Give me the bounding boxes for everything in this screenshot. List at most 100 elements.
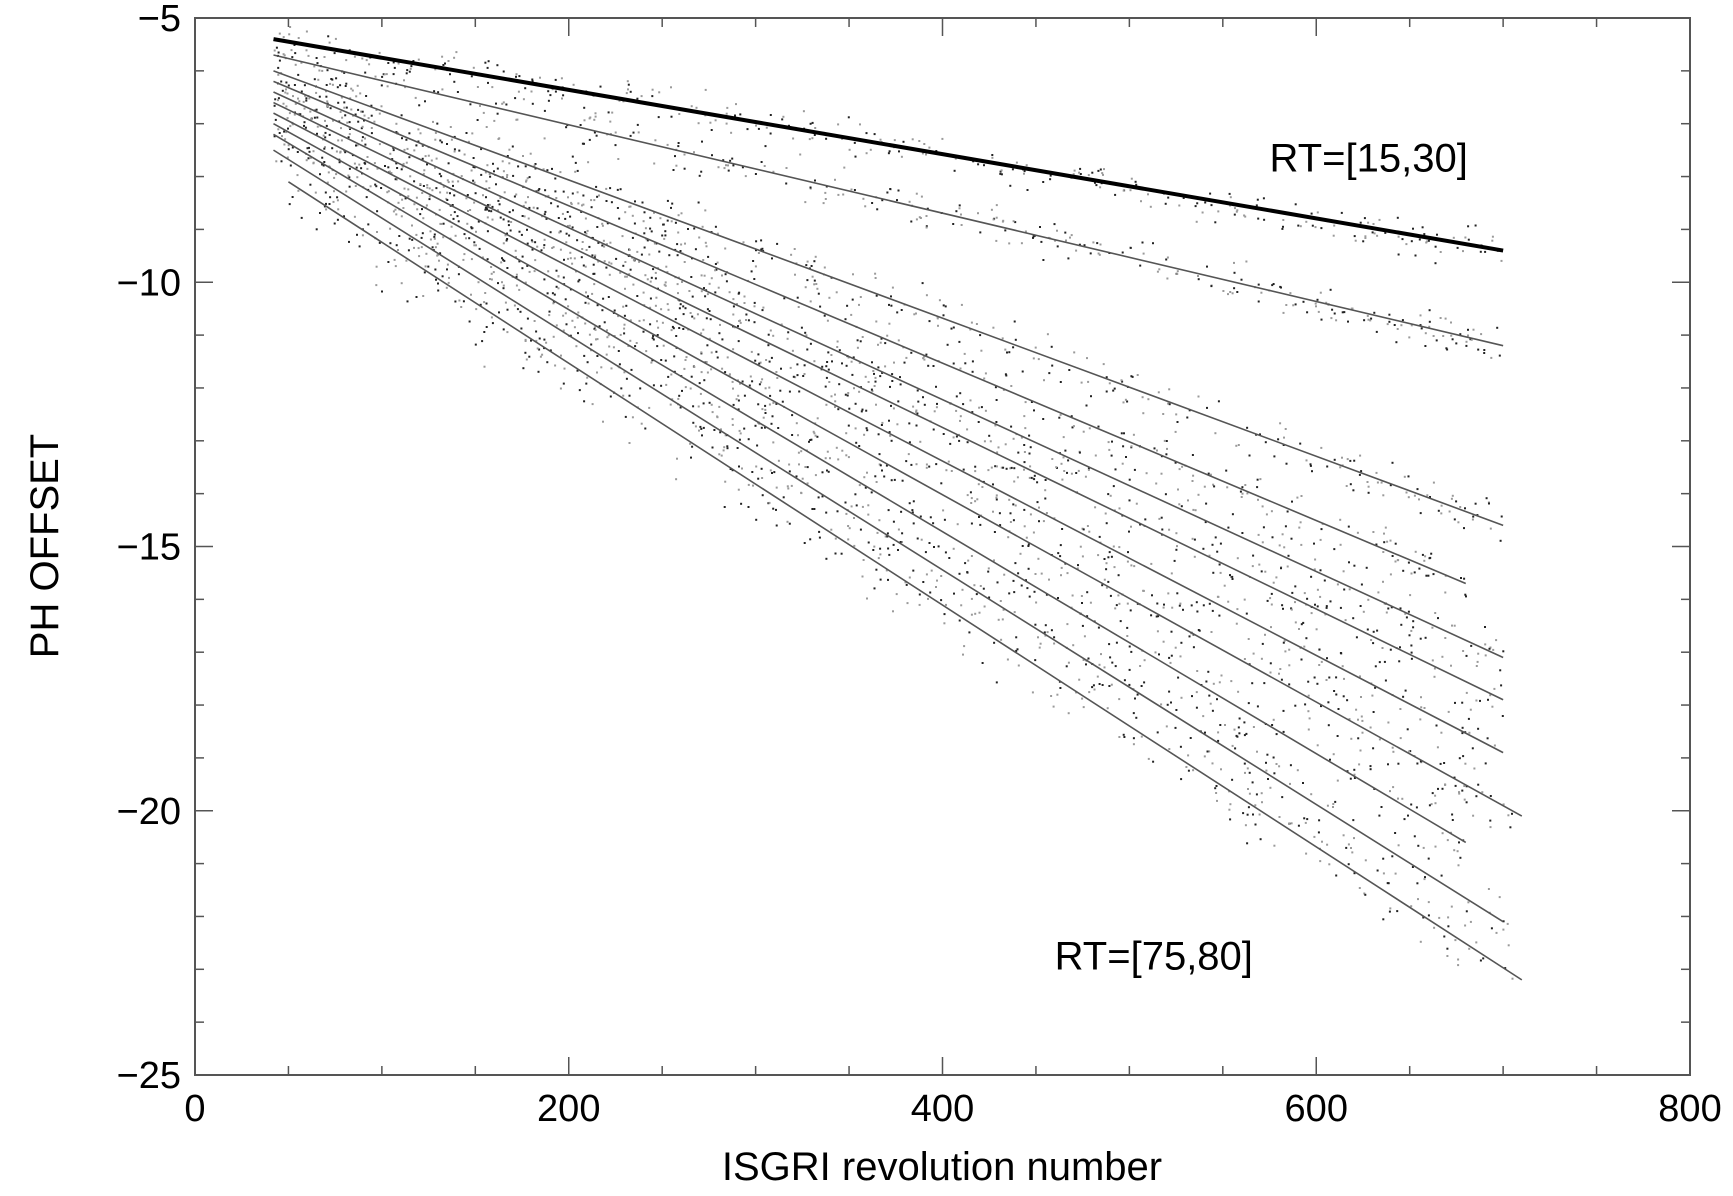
- data-point: [552, 246, 555, 249]
- data-point: [466, 194, 469, 196]
- data-point: [1156, 731, 1159, 734]
- data-point: [297, 97, 299, 100]
- data-point: [1003, 573, 1006, 576]
- data-point: [1059, 687, 1062, 689]
- data-point: [1211, 762, 1214, 765]
- data-point: [565, 126, 568, 129]
- data-point: [764, 412, 767, 414]
- data-point: [277, 99, 279, 102]
- data-point: [929, 516, 932, 519]
- data-point: [772, 401, 775, 404]
- data-point: [1257, 283, 1260, 286]
- data-point: [1306, 818, 1309, 821]
- data-point: [501, 281, 503, 284]
- data-point: [300, 216, 303, 219]
- data-point: [1063, 470, 1066, 472]
- data-point: [328, 203, 331, 205]
- data-point: [1015, 636, 1018, 639]
- data-point: [1190, 604, 1193, 607]
- data-point: [1142, 589, 1145, 592]
- data-point: [1102, 173, 1104, 176]
- data-point: [853, 141, 856, 144]
- data-point: [1130, 375, 1133, 378]
- data-point: [1388, 910, 1391, 913]
- data-point: [1211, 543, 1214, 546]
- data-point: [1202, 604, 1205, 607]
- data-point: [1442, 335, 1445, 337]
- data-point: [356, 233, 358, 236]
- data-point: [315, 91, 318, 94]
- data-point: [1246, 842, 1249, 845]
- data-point: [908, 422, 911, 425]
- data-point: [621, 235, 624, 238]
- data-point: [1465, 654, 1468, 657]
- data-point: [1098, 253, 1101, 256]
- data-point: [796, 296, 799, 299]
- data-point: [1445, 347, 1448, 350]
- data-point: [623, 323, 626, 326]
- data-point: [583, 106, 586, 109]
- data-point: [595, 134, 598, 137]
- data-point: [1281, 796, 1284, 799]
- data-point: [1289, 782, 1291, 785]
- data-point: [1486, 737, 1489, 740]
- data-point: [603, 245, 606, 248]
- data-point: [730, 131, 733, 134]
- data-point: [666, 219, 669, 222]
- data-point: [716, 261, 719, 264]
- data-point: [818, 530, 821, 533]
- data-point: [1419, 637, 1422, 640]
- data-point: [1450, 334, 1453, 337]
- data-point: [361, 136, 364, 139]
- data-point: [1434, 612, 1437, 614]
- data-point: [1333, 312, 1336, 315]
- data-point: [1126, 635, 1129, 637]
- data-point: [974, 465, 977, 468]
- data-point: [698, 382, 701, 385]
- data-point: [979, 231, 982, 234]
- data-point: [897, 189, 900, 192]
- data-point: [1391, 555, 1394, 557]
- data-point: [411, 238, 414, 241]
- data-point: [1140, 735, 1143, 738]
- data-point: [996, 581, 999, 584]
- data-point: [961, 588, 964, 591]
- data-point: [822, 202, 825, 205]
- data-point: [811, 508, 814, 510]
- data-point: [1417, 844, 1420, 847]
- data-point: [1477, 652, 1480, 655]
- data-point: [1179, 655, 1182, 658]
- data-point: [1392, 750, 1395, 753]
- data-point: [927, 597, 929, 600]
- data-point: [1410, 651, 1413, 654]
- data-point: [1285, 304, 1288, 306]
- data-point: [347, 136, 350, 139]
- data-point: [720, 428, 722, 431]
- data-point: [976, 498, 979, 501]
- data-point: [1012, 503, 1015, 506]
- data-point: [813, 260, 816, 263]
- data-point: [1407, 561, 1410, 564]
- data-point: [1128, 668, 1131, 671]
- data-point: [660, 384, 663, 387]
- data-point: [1145, 472, 1148, 475]
- data-point: [571, 226, 574, 229]
- data-point: [955, 210, 958, 213]
- data-point: [959, 392, 962, 395]
- data-point: [1272, 756, 1275, 759]
- data-point: [1162, 413, 1165, 415]
- data-point: [551, 88, 554, 91]
- data-point: [664, 281, 667, 284]
- data-point: [867, 541, 870, 544]
- data-point: [282, 36, 285, 39]
- data-point: [1081, 697, 1084, 700]
- data-point: [1446, 348, 1449, 351]
- data-point: [585, 382, 588, 385]
- data-point: [1385, 611, 1388, 614]
- data-point: [1309, 464, 1312, 467]
- data-point: [1325, 301, 1328, 304]
- data-point: [618, 217, 621, 220]
- data-point: [1099, 168, 1102, 171]
- data-point: [714, 291, 717, 294]
- data-point: [422, 172, 425, 175]
